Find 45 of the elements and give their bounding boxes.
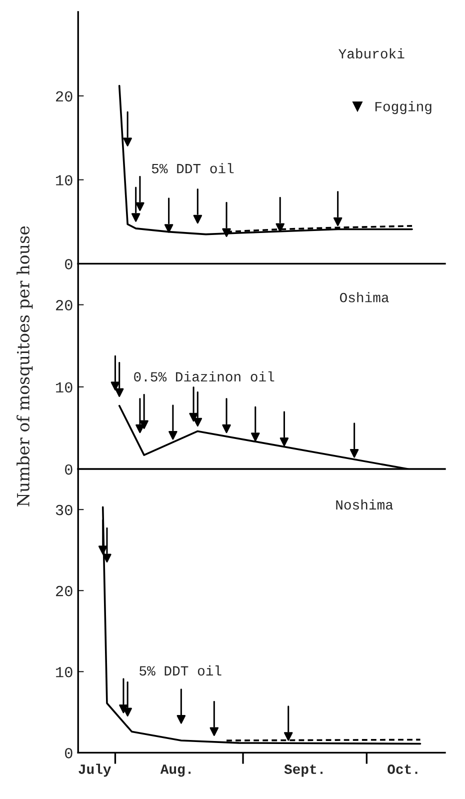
point [140,420,148,430]
point [131,213,140,222]
point [164,224,174,233]
x-tick-label: July [78,764,112,777]
point [276,223,284,232]
point [176,715,186,724]
y-tick-label: 10 [56,666,72,678]
point [350,449,359,458]
legend-label: Fogging [375,101,432,114]
annotation: Noshima [336,499,393,510]
point [251,432,260,442]
point [110,382,120,390]
y-tick-label: 20 [56,91,72,102]
y-tick-label: 0 [65,748,72,758]
y-tick-label: 20 [56,300,72,310]
point [222,424,231,434]
y-tick-label: 30 [56,504,72,516]
point [193,214,202,224]
y-tick-label: 0 [65,258,72,270]
point [210,727,219,736]
point [193,418,202,427]
point [114,388,124,397]
point [222,228,231,237]
point [280,438,289,446]
point [123,138,132,146]
y-axis-title: Number of mosquitoes per house [16,226,33,506]
point [189,412,198,422]
point [136,202,144,211]
point [102,554,112,563]
x-tick-label: Sept. [284,764,322,777]
y-tick-label: 10 [56,175,72,186]
annotation: 5% DDT oil [140,665,222,676]
annotation: 5% DDT oil [152,163,234,174]
annotation: Yaburoki [338,48,404,58]
x-tick-label: Oct. [388,764,418,774]
y-tick-label: 0 [65,464,72,475]
point [333,217,342,226]
point [98,546,108,554]
point [168,430,178,440]
annotation: 0.5% Diazinon oil [134,371,274,382]
annotation: Oshima [340,292,389,302]
y-tick-label: 20 [56,586,72,596]
y-tick-label: 10 [56,382,72,393]
x-tick-label: Aug. [160,764,191,777]
point [284,732,293,741]
